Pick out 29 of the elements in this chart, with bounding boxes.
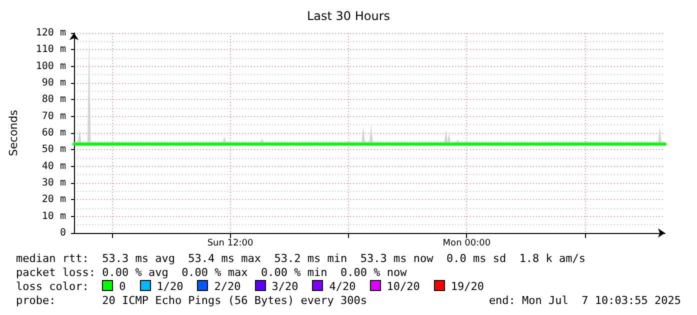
y-axis-title: Seconds (7, 110, 20, 156)
text: packet loss: 0.00 % avg 0.00 % max 0.00 % min 0.00 % now (16, 266, 407, 280)
legend-label: 1/20 (156, 280, 184, 293)
legend-title: loss color: (16, 280, 90, 293)
y-tick-label: 70 m (42, 110, 66, 122)
legend-label: 3/20 (272, 280, 298, 293)
legend-label: 2/20 (214, 280, 241, 293)
legend-label: 10/20 (386, 280, 420, 293)
legend-label: 4/20 (329, 280, 356, 293)
text: median rtt: 53.3 ms avg 53.4 ms max 53.2 ms min 53.3 ms now 0.0 ms sd 1.8 k am/s (16, 252, 586, 266)
legend-label: 19/20 (450, 280, 484, 293)
y-tick-label: 10 m (42, 210, 66, 222)
y-tick-label: 100 m (36, 60, 66, 72)
y-tick-label: 120 m (36, 28, 66, 38)
y-tick-label: 50 m (42, 144, 66, 156)
chart-title: Last 30 Hours (306, 9, 390, 23)
y-tick-label: 90 m (42, 78, 66, 88)
y-tick-label: 0 (60, 228, 66, 238)
y-tick-label: 20 m (42, 194, 66, 206)
x-tick-label: Sun 12:00 (207, 238, 254, 248)
y-tick-label: 60 m (42, 128, 66, 138)
y-tick-label: 40 m (42, 160, 66, 172)
x-tick-label: Mon 00:00 (442, 238, 491, 248)
legend-label: 0 (119, 280, 126, 293)
text: end: Mon Jul 7 10:03:55 2025 (488, 294, 681, 308)
y-tick-label: 30 m (42, 178, 66, 188)
y-tick-label: 110 m (36, 44, 66, 56)
text: probe: 20 ICMP Echo Pings (56 Bytes) every 300s (16, 294, 367, 308)
y-tick-label: 80 m (42, 94, 66, 106)
